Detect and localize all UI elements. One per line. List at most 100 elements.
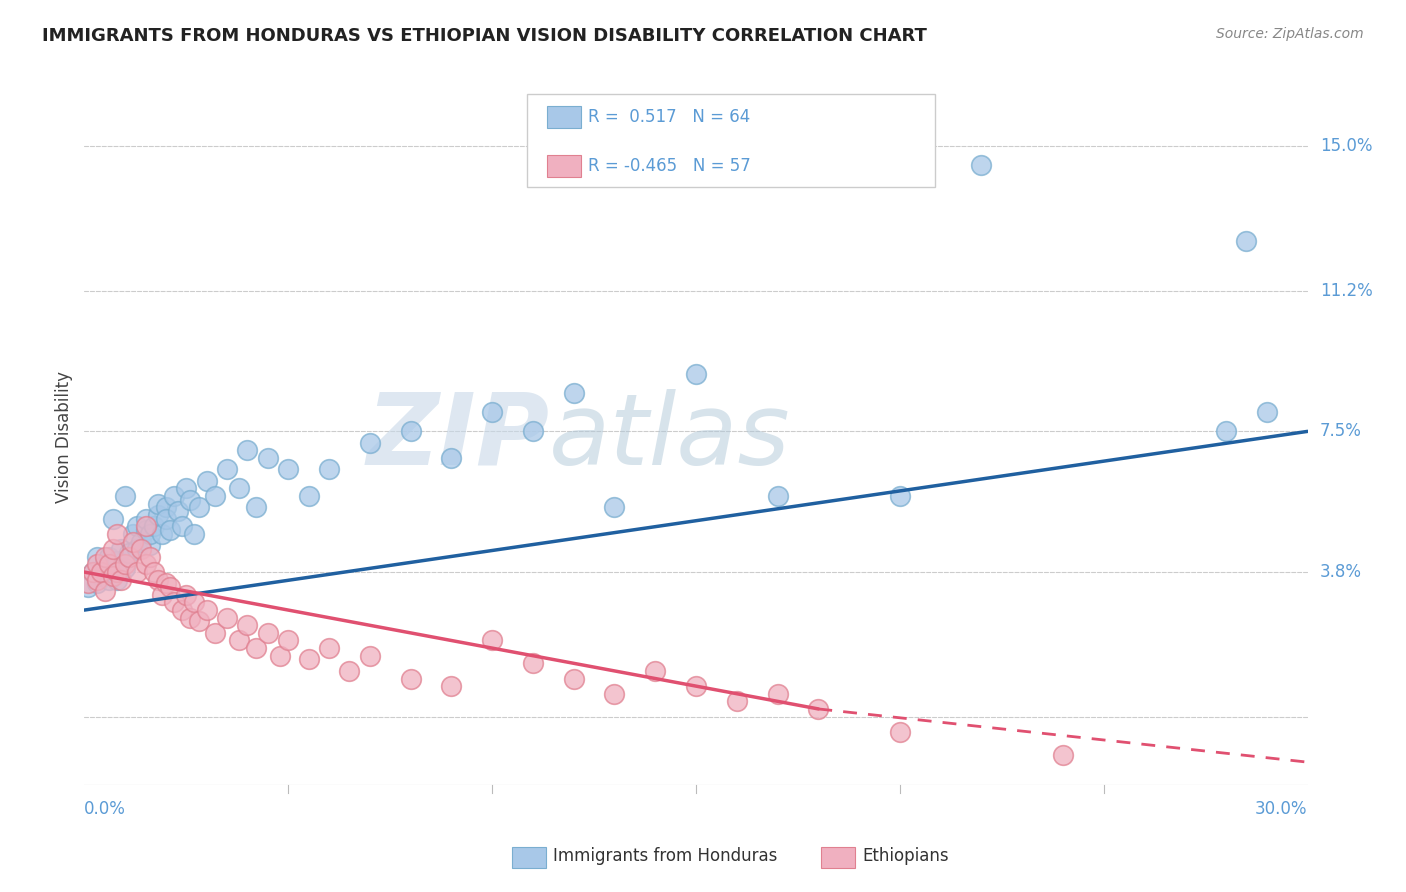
Point [562,672,585,686]
Point [603,500,626,515]
Point [179,610,201,624]
Point [522,657,544,671]
Point [131,542,153,557]
Point [318,462,340,476]
Point [603,687,626,701]
Point [82,565,104,579]
Point [1215,425,1237,439]
Point [97,558,120,572]
Point [101,542,124,557]
Point [93,558,115,572]
Text: 7.5%: 7.5% [1320,423,1361,441]
Point [146,508,169,522]
Point [562,386,585,401]
Point [318,641,340,656]
Point [195,603,218,617]
Y-axis label: Vision Disability: Vision Disability [55,371,73,503]
Point [155,576,177,591]
Point [163,595,186,609]
Point [889,724,911,739]
Text: IMMIGRANTS FROM HONDURAS VS ETHIOPIAN VISION DISABILITY CORRELATION CHART: IMMIGRANTS FROM HONDURAS VS ETHIOPIAN VI… [42,27,927,45]
Text: 11.2%: 11.2% [1320,282,1372,300]
Point [114,489,136,503]
Point [204,489,226,503]
Point [122,527,145,541]
Point [86,549,108,564]
Point [77,580,100,594]
Point [167,504,190,518]
Point [135,523,157,537]
Point [114,558,136,572]
Point [889,489,911,503]
Point [122,534,145,549]
Point [277,462,299,476]
Point [155,500,177,515]
Point [187,500,209,515]
Point [277,633,299,648]
Point [766,489,789,503]
Point [93,549,115,564]
Point [236,618,259,632]
Point [522,425,544,439]
Text: R = -0.465   N = 57: R = -0.465 N = 57 [588,157,751,175]
Point [127,565,149,579]
Point [150,527,173,541]
Point [187,615,209,629]
Point [228,482,250,496]
Text: R =  0.517   N = 64: R = 0.517 N = 64 [588,108,749,126]
Text: atlas: atlas [550,389,790,485]
Point [172,519,194,533]
Point [1092,63,1115,78]
Point [105,527,128,541]
Point [77,576,100,591]
Point [138,538,160,552]
Point [110,542,132,557]
Point [105,565,128,579]
Point [82,565,104,579]
Point [135,558,157,572]
Point [142,519,165,533]
Point [644,664,666,678]
Point [440,679,463,693]
Point [298,489,321,503]
Point [131,534,153,549]
Point [298,652,321,666]
Point [257,450,280,465]
Point [127,542,149,557]
Point [174,588,197,602]
Text: 30.0%: 30.0% [1256,800,1308,818]
Point [93,565,115,579]
Point [97,573,120,587]
Point [135,512,157,526]
Point [110,573,132,587]
Point [174,482,197,496]
Text: Ethiopians: Ethiopians [862,847,949,865]
Point [135,519,157,533]
Point [183,527,205,541]
Text: Source: ZipAtlas.com: Source: ZipAtlas.com [1216,27,1364,41]
Point [481,405,503,419]
Point [183,595,205,609]
Point [118,546,141,560]
Point [970,158,993,172]
Point [105,554,128,568]
Point [86,576,108,591]
Point [86,573,108,587]
Text: 15.0%: 15.0% [1320,137,1372,155]
Point [90,565,112,579]
Text: ZIP: ZIP [366,389,550,485]
Point [1052,747,1074,762]
Point [159,580,181,594]
Point [217,610,239,624]
Point [359,648,381,663]
Point [97,549,120,564]
Point [93,584,115,599]
Point [236,443,259,458]
Point [204,626,226,640]
Point [163,489,186,503]
Point [725,694,748,708]
Point [101,565,124,579]
Point [685,368,707,382]
Point [339,664,360,678]
Point [127,519,149,533]
